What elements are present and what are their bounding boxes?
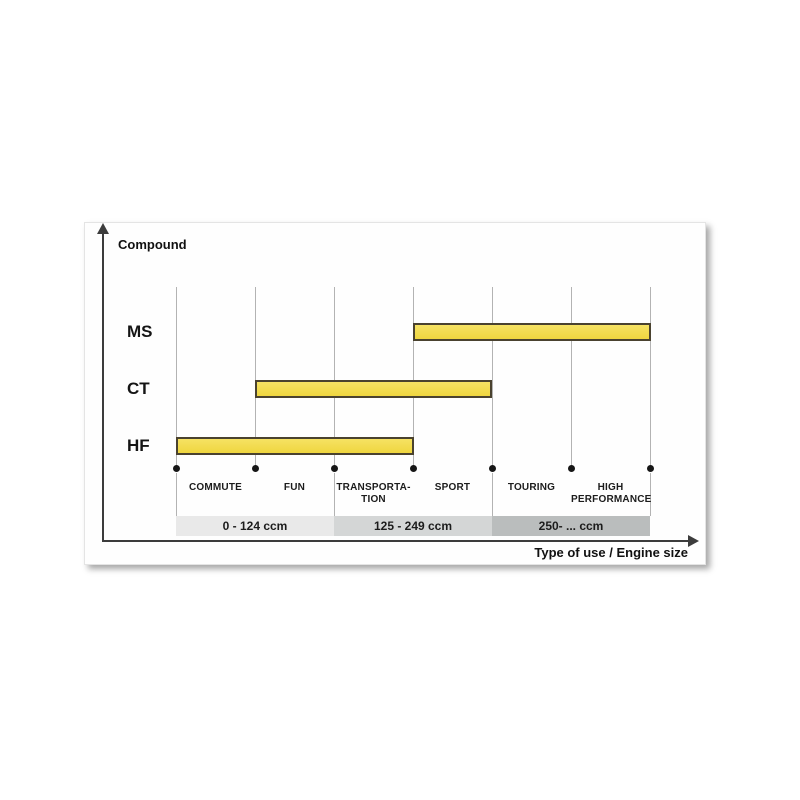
row-label-ct: CT xyxy=(127,379,150,398)
category-label-line: COMMUTE xyxy=(188,482,243,493)
category-label-transportation: TRANSPORTA- TION xyxy=(334,482,413,506)
gridline xyxy=(176,287,177,466)
x-axis-title: Type of use / Engine size xyxy=(534,545,688,560)
band-boundary-line xyxy=(650,473,651,516)
row-label-ms: MS xyxy=(127,322,153,341)
category-label-high-performance: HIGH PERFORMANCE xyxy=(571,482,652,506)
gridline xyxy=(492,287,493,466)
category-label-fun: FUN xyxy=(255,482,334,494)
row-label-hf: HF xyxy=(127,436,150,455)
axis-tick-dot xyxy=(410,465,417,472)
category-label-line: SPORT xyxy=(434,482,471,493)
y-axis-title: Compound xyxy=(118,237,187,252)
axis-tick-dot xyxy=(252,465,259,472)
axis-tick-dot xyxy=(173,465,180,472)
x-axis-arrowhead-icon xyxy=(688,535,699,547)
category-label-line: TRANSPORTA- xyxy=(336,482,411,493)
axis-tick-dot xyxy=(647,465,654,472)
y-axis-line xyxy=(102,232,104,542)
gridline xyxy=(650,287,651,466)
axis-tick-dot xyxy=(489,465,496,472)
engine-size-band-0-124: 0 - 124 ccm xyxy=(176,516,334,536)
axis-tick-dot xyxy=(568,465,575,472)
band-boundary-line xyxy=(334,473,335,516)
y-axis-arrowhead-icon xyxy=(97,223,109,234)
category-label-line: HIGH xyxy=(597,482,624,493)
band-boundary-line xyxy=(492,473,493,516)
compound-bar-ct xyxy=(255,380,492,398)
category-label-line: FUN xyxy=(283,482,306,493)
category-label-line: TION xyxy=(361,494,386,505)
category-label-touring: TOURING xyxy=(492,482,571,494)
engine-size-band-125-249: 125 - 249 ccm xyxy=(334,516,492,536)
x-axis-line xyxy=(102,540,689,542)
category-label-commute: COMMUTE xyxy=(176,482,255,494)
gridline xyxy=(571,287,572,466)
category-label-sport: SPORT xyxy=(413,482,492,494)
compound-bar-ms xyxy=(413,323,651,341)
axis-tick-dot xyxy=(331,465,338,472)
chart-card: Compound Type of use / Engine size MS CT… xyxy=(84,222,706,565)
compound-bar-hf xyxy=(176,437,414,455)
band-boundary-line xyxy=(176,473,177,516)
category-label-line: TOURING xyxy=(507,482,556,493)
gridline xyxy=(255,287,256,466)
gridline xyxy=(413,287,414,466)
engine-size-band-250-plus: 250- ... ccm xyxy=(492,516,650,536)
category-label-line: PERFORMANCE xyxy=(571,494,652,505)
gridline xyxy=(334,287,335,466)
